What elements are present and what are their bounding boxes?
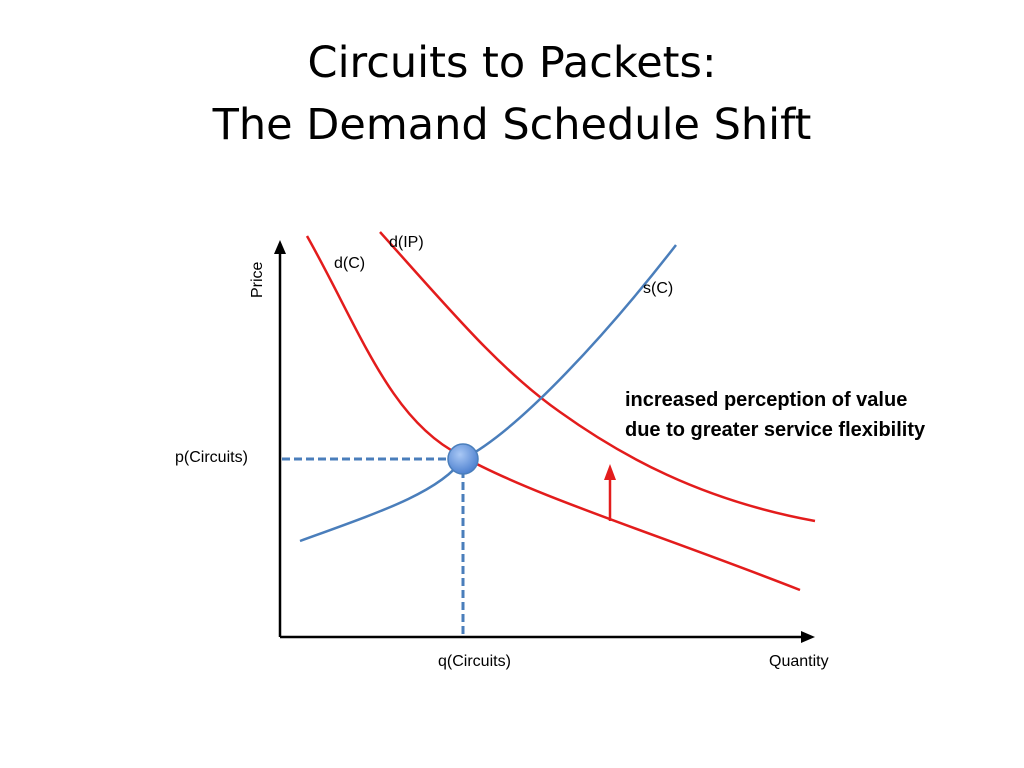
supply-curve-circuits [299, 244, 677, 543]
quantity-marker-label: q(Circuits) [438, 653, 511, 670]
annotation-line-2: due to greater service flexibility [625, 419, 926, 441]
title-line-2: The Demand Schedule Shift [212, 100, 812, 150]
demand-circuits-label: d(C) [334, 255, 365, 272]
x-axis-label: Quantity [769, 653, 829, 670]
supply-circuits-label: s(C) [643, 280, 673, 297]
y-axis-arrowhead [274, 240, 286, 254]
demand-curve-circuits [305, 235, 801, 592]
slide-title: Circuits to Packets: The Demand Schedule… [0, 32, 1024, 156]
shift-arrow-head [604, 464, 616, 480]
annotation-line-1: increased perception of value [625, 389, 907, 411]
title-line-1: Circuits to Packets: [307, 38, 717, 88]
y-axis-label: Price [249, 261, 266, 298]
shift-arrow [604, 464, 616, 521]
price-marker-label: p(Circuits) [175, 449, 248, 466]
demand-ip-label: d(IP) [389, 234, 424, 251]
equilibrium-point [447, 443, 479, 475]
axes [274, 240, 815, 643]
x-axis-arrowhead [801, 631, 815, 643]
demand-curve-ip [379, 231, 816, 523]
